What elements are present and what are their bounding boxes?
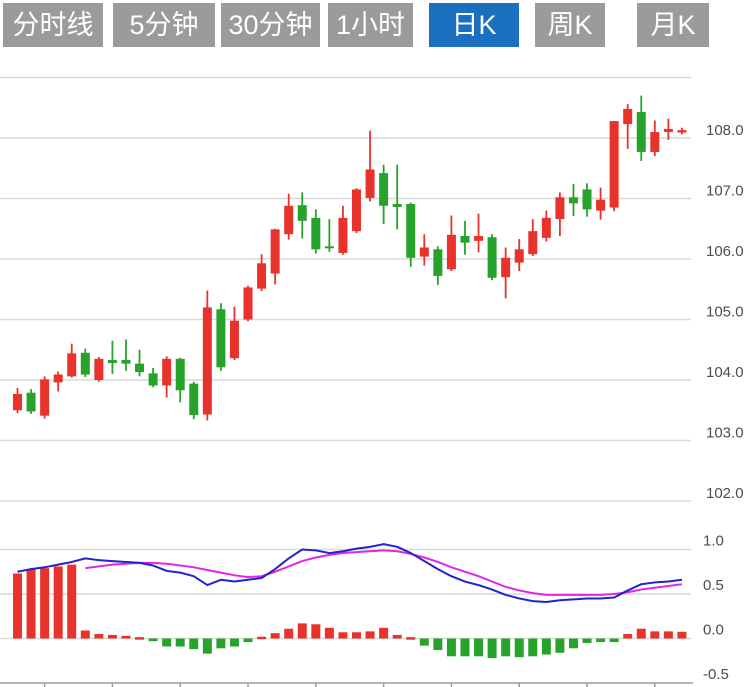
tab-daily-k[interactable]: 日K — [429, 3, 519, 47]
svg-text:106.0: 106.0 — [706, 243, 744, 260]
dif-line — [17, 543, 683, 604]
indicator-axis-labels: 1.0 0.5 0.0 -0.5 — [703, 533, 729, 684]
tab-weekly-k[interactable]: 周K — [535, 3, 605, 47]
svg-text:-0.5: -0.5 — [703, 666, 729, 683]
svg-text:102.0: 102.0 — [706, 485, 744, 502]
svg-text:108.0: 108.0 — [706, 122, 744, 139]
tab-5min[interactable]: 5分钟 — [113, 3, 215, 47]
tab-1hour[interactable]: 1小时 — [328, 3, 413, 47]
tab-timeline[interactable]: 分时线 — [3, 3, 103, 47]
period-tabbar: 分时线 5分钟 30分钟 1小时 日K 周K 月K — [0, 0, 756, 50]
svg-text:104.0: 104.0 — [706, 364, 744, 381]
svg-text:107.0: 107.0 — [706, 183, 744, 200]
tab-monthly-k[interactable]: 月K — [637, 3, 709, 47]
candles — [13, 95, 687, 421]
macd-histogram — [13, 564, 687, 659]
dea-line — [85, 549, 683, 596]
svg-text:103.0: 103.0 — [706, 425, 744, 442]
svg-text:1.0: 1.0 — [703, 533, 724, 550]
svg-text:0.0: 0.0 — [703, 622, 724, 639]
tab-30min[interactable]: 30分钟 — [221, 3, 320, 47]
gridlines — [0, 76, 691, 640]
svg-text:105.0: 105.0 — [706, 304, 744, 321]
price-axis-labels: 108.0 107.0 106.0 105.0 104.0 103.0 102.0 — [706, 122, 744, 502]
x-axis — [0, 682, 693, 687]
svg-text:0.5: 0.5 — [703, 577, 724, 594]
